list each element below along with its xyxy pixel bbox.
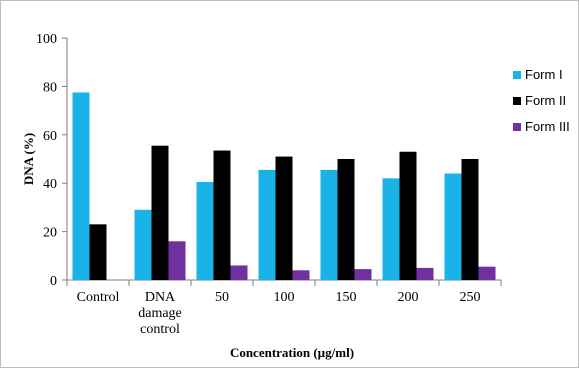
x-tick-label: 50 <box>215 290 229 305</box>
bar-form-i <box>320 169 338 280</box>
legend-label: Form II <box>525 93 566 108</box>
bar-form-iii <box>168 241 186 280</box>
bar-form-i <box>258 169 276 280</box>
x-tick-label: 150 <box>336 290 357 305</box>
y-tick-label: 40 <box>43 177 57 192</box>
bar-form-ii <box>151 145 169 280</box>
x-tick-label: 100 <box>274 290 295 305</box>
x-tick-label: DNA damage control <box>138 290 182 337</box>
legend-swatch <box>513 97 521 105</box>
bar-form-ii <box>337 159 355 280</box>
bar-form-ii <box>89 224 107 280</box>
bar-form-i <box>382 178 400 280</box>
bar-form-iii <box>478 266 496 280</box>
bar-form-iii <box>230 265 248 280</box>
y-tick-label: 0 <box>50 274 57 289</box>
y-tick-label: 60 <box>43 129 57 144</box>
legend-label: Form III <box>525 119 570 134</box>
bar-form-i <box>196 181 214 280</box>
legend-swatch <box>513 123 521 131</box>
bar-form-i <box>444 173 462 280</box>
bar-form-i <box>72 92 90 280</box>
legend-label: Form I <box>525 67 563 82</box>
y-axis-title: DNA (%) <box>21 133 36 185</box>
x-tick-label: 200 <box>398 290 419 305</box>
bars <box>72 92 496 280</box>
bar-form-iii <box>354 269 372 280</box>
legend-swatch <box>513 71 521 79</box>
bar-form-i <box>134 209 152 280</box>
bar-form-iii <box>416 267 434 280</box>
axes: 0 20 40 60 80 100 Control DNA damage control 50 100… <box>36 32 502 337</box>
x-tick-label: Control <box>77 290 120 305</box>
bar-form-iii <box>292 270 310 280</box>
bar-form-ii <box>461 159 479 280</box>
bar-form-ii <box>213 150 231 280</box>
y-tick-label: 20 <box>43 226 57 241</box>
y-tick-label: 100 <box>36 32 57 47</box>
bar-form-ii <box>399 151 417 280</box>
y-tick-label: 80 <box>43 80 57 95</box>
x-tick-label: 250 <box>460 290 481 305</box>
legend: Form I Form II Form III <box>513 67 570 134</box>
x-axis-title: Concentration (µg/ml) <box>230 345 354 360</box>
bar-form-ii <box>275 156 293 280</box>
